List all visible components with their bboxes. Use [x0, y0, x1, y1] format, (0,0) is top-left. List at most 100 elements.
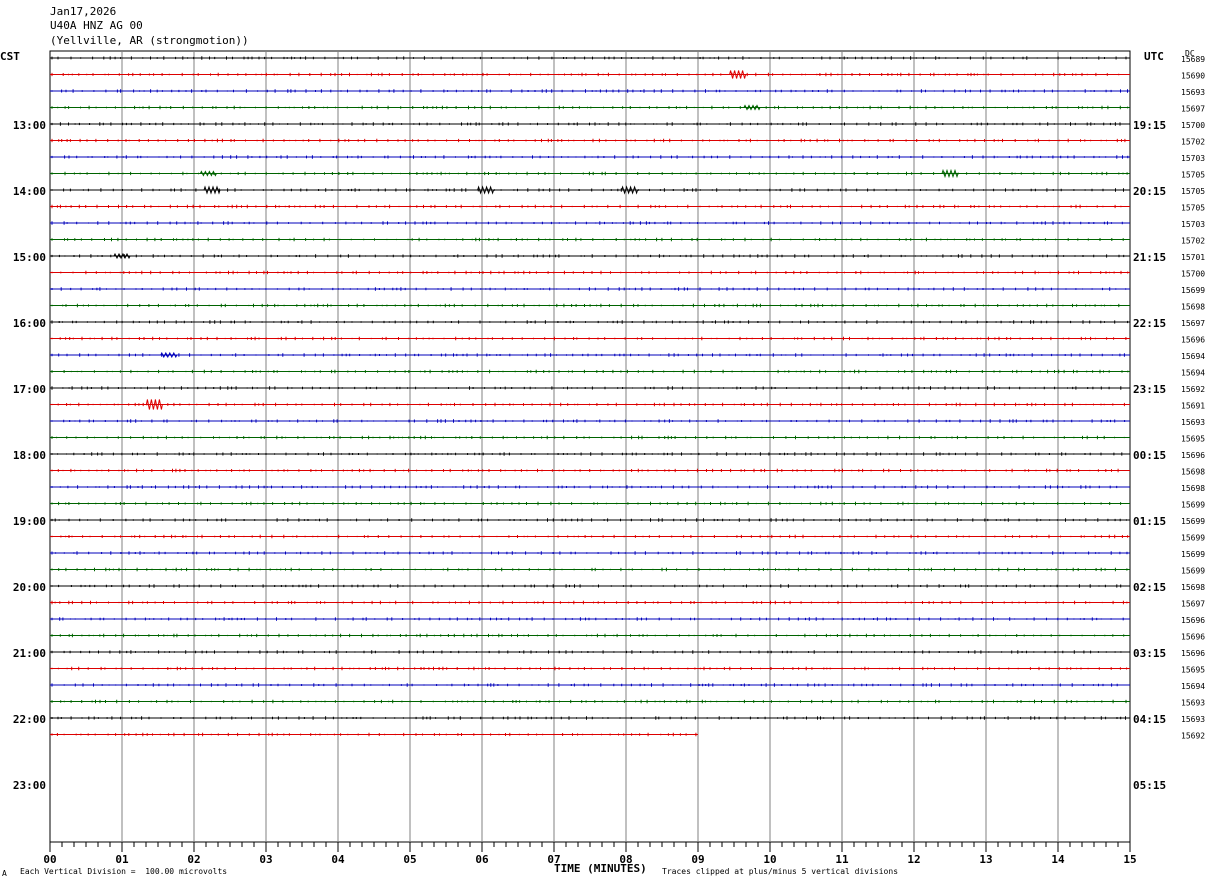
dc-value-label: 15698: [1181, 583, 1205, 592]
trace-noise: [51, 254, 1125, 258]
dc-value-label: 15695: [1181, 435, 1205, 444]
cst-hour-label: 14:00: [13, 185, 46, 198]
cst-hour-label: 23:00: [13, 779, 46, 792]
cst-hour-label: 18:00: [13, 449, 46, 462]
dc-value-label: 15694: [1181, 682, 1205, 691]
utc-hour-label: 19:15: [1133, 119, 1166, 132]
trace-noise: [51, 89, 1128, 93]
trace-noise: [51, 534, 1129, 539]
scale-note: Each Vertical Division = 100.00 microvol…: [20, 867, 228, 876]
dc-value-label: 15697: [1181, 600, 1205, 609]
trace-noise: [51, 72, 1120, 77]
x-tick-label: 11: [835, 853, 849, 866]
trace-noise: [51, 105, 1129, 110]
utc-hour-label: 03:15: [1133, 647, 1166, 660]
trace-noise: [51, 155, 1129, 159]
trace-noise: [51, 353, 1125, 357]
corner-mark: A: [2, 869, 7, 878]
date-label: Jan17,2026: [50, 5, 117, 18]
utc-hour-label: 21:15: [1133, 251, 1166, 264]
dc-value-label: 15692: [1181, 385, 1205, 394]
seismic-event: [199, 170, 217, 177]
utc-hour-label: 20:15: [1133, 185, 1166, 198]
x-tick-label: 00: [43, 853, 56, 866]
x-tick-label: 07: [547, 853, 560, 866]
seismic-event: [729, 70, 747, 79]
seismic-event: [743, 104, 761, 111]
x-tick-label: 02: [187, 853, 200, 866]
dc-value-label: 15689: [1181, 55, 1205, 64]
dc-value-label: 15697: [1181, 105, 1205, 114]
trace-noise: [51, 402, 1125, 407]
plot-frame: [49, 50, 1131, 843]
dc-value-label: 15703: [1181, 220, 1205, 229]
dc-value-label: 15696: [1181, 633, 1205, 642]
dc-value-label: 15699: [1181, 567, 1205, 576]
dc-value-label: 15705: [1181, 171, 1205, 180]
trace-noise: [51, 650, 1122, 654]
trace-noise: [51, 501, 1122, 506]
dc-value-label: 15700: [1181, 121, 1205, 130]
dc-value-label: 15693: [1181, 715, 1205, 724]
seismic-event: [160, 351, 178, 359]
trace-noise: [51, 122, 1121, 126]
trace-noise: [51, 320, 1129, 324]
x-tick-label: 13: [979, 853, 992, 866]
dc-value-label: 15698: [1181, 468, 1205, 477]
trace-noise: [51, 237, 1124, 242]
utc-hour-label: 04:15: [1133, 713, 1166, 726]
x-tick-label: 10: [763, 853, 776, 866]
dc-value-label: 15694: [1181, 352, 1205, 361]
trace-noise: [51, 171, 1128, 176]
dc-value-label: 15705: [1181, 187, 1205, 196]
seismic-event: [203, 185, 221, 195]
x-axis-title: TIME (MINUTES): [554, 862, 647, 875]
trace-noise: [51, 386, 1122, 390]
dc-value-label: 15696: [1181, 451, 1205, 460]
right-timezone-label: UTC: [1144, 50, 1164, 63]
dc-value-label: 15702: [1181, 237, 1205, 246]
dc-value-label: 15699: [1181, 534, 1205, 543]
dc-value-label: 15696: [1181, 649, 1205, 658]
x-tick-label: 14: [1051, 853, 1065, 866]
dc-value-label: 15698: [1181, 303, 1205, 312]
trace-noise: [51, 683, 1118, 687]
seismic-event: [145, 399, 163, 410]
trace-noise: [51, 716, 1126, 720]
dc-value-label: 15699: [1181, 286, 1205, 295]
trace-noise: [51, 138, 1126, 143]
trace-noise: [51, 584, 1122, 588]
dc-value-label: 15694: [1181, 369, 1205, 378]
seismic-event: [621, 185, 639, 195]
trace-noise: [51, 567, 1128, 572]
x-tick-label: 15: [1123, 853, 1136, 866]
trace-noise: [51, 188, 1124, 192]
trace-noise: [51, 419, 1126, 423]
trace-noise: [51, 369, 1129, 374]
utc-hour-label: 05:15: [1133, 779, 1166, 792]
x-tick-label: 04: [331, 853, 345, 866]
dc-value-label: 15698: [1181, 484, 1205, 493]
left-timezone-label: CST: [0, 50, 20, 63]
trace-noise: [51, 435, 1125, 440]
trace-noise: [51, 204, 1122, 209]
seismic-event: [477, 185, 495, 195]
x-tick-label: 09: [691, 853, 704, 866]
cst-hour-label: 22:00: [13, 713, 46, 726]
dc-value-label: 15693: [1181, 418, 1205, 427]
trace-noise: [51, 600, 1128, 605]
utc-hour-label: 22:15: [1133, 317, 1166, 330]
trace-noise: [51, 551, 1128, 555]
trace-noise: [51, 633, 1125, 638]
dc-value-label: 15705: [1181, 204, 1205, 213]
dc-header-label: DC: [1185, 49, 1195, 58]
trace-noise: [51, 468, 1119, 473]
cst-hour-label: 13:00: [13, 119, 46, 132]
trace-noise: [51, 270, 1129, 275]
dc-value-label: 15696: [1181, 336, 1205, 345]
location-label: (Yellville, AR (strongmotion)): [50, 34, 249, 47]
trace-noise: [51, 452, 1123, 456]
cst-hour-label: 15:00: [13, 251, 46, 264]
trace-noise: [51, 666, 1128, 671]
